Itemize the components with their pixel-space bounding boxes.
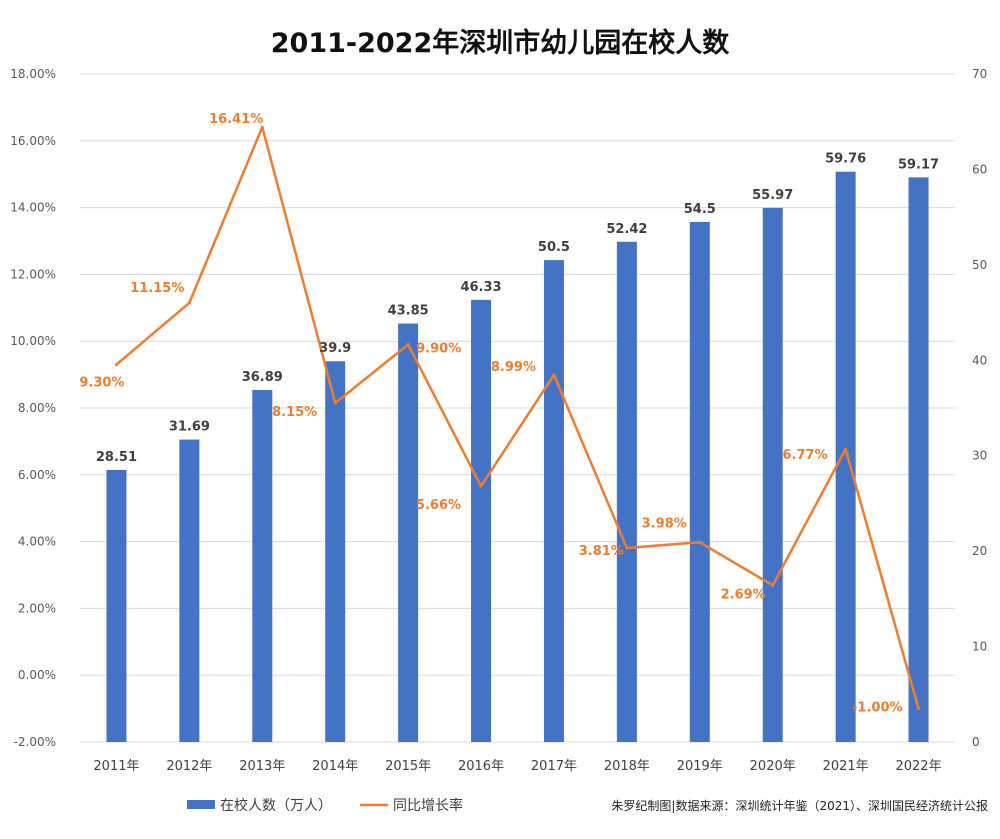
source-note: 朱罗纪制图|数据来源：深圳统计年鉴（2021）、深圳国民经济统计公报 bbox=[611, 798, 988, 813]
line-data-label: 5.66% bbox=[416, 498, 461, 513]
bar bbox=[543, 260, 564, 742]
bar-data-label: 43.85 bbox=[388, 304, 429, 319]
line-point bbox=[333, 401, 337, 405]
bar-data-label: 54.5 bbox=[684, 202, 716, 217]
x-axis: 2011年 2012年 2013年 2014年 2015年 2016年 2017年 2018年… bbox=[93, 759, 941, 774]
bar-data-label: 59.17 bbox=[898, 157, 939, 172]
x-axis-tick-label: 2013年 bbox=[239, 759, 285, 774]
right-axis-tick-label: 10 bbox=[972, 640, 987, 654]
right-axis-tick-label: 30 bbox=[972, 449, 987, 463]
line-data-label: 9.90% bbox=[416, 342, 461, 357]
x-axis-tick-label: 2015年 bbox=[385, 759, 431, 774]
left-axis-tick-label: -2.00% bbox=[14, 735, 56, 749]
line-data-label: 8.15% bbox=[272, 405, 317, 420]
left-axis-tick-label: 6.00% bbox=[18, 468, 56, 482]
right-axis-tick-label: 70 bbox=[972, 67, 987, 81]
bar bbox=[908, 177, 929, 743]
line-data-label: 9.30% bbox=[79, 376, 124, 391]
right-axis-tick-label: 40 bbox=[972, 353, 987, 367]
growth-rate-line bbox=[115, 125, 920, 709]
line-data-label: 6.77% bbox=[783, 448, 828, 463]
bar-data-label: 52.42 bbox=[606, 222, 647, 237]
bar bbox=[471, 299, 492, 742]
bar-series bbox=[106, 171, 929, 743]
x-axis-tick-label: 2021年 bbox=[823, 759, 869, 774]
x-axis-tick-label: 2018年 bbox=[604, 759, 650, 774]
data-labels: 28.51 31.69 36.89 39.9 43.85 46.33 50.5 52.42 54… bbox=[79, 112, 939, 715]
left-axis-tick-label: 10.00% bbox=[10, 334, 56, 348]
legend-label-bar: 在校人数（万人） bbox=[220, 797, 332, 814]
line-point bbox=[917, 707, 921, 711]
bar bbox=[689, 221, 710, 742]
right-axis-tick-label: 60 bbox=[972, 162, 987, 176]
chart-title: 2011-2022年深圳市幼儿园在校人数 bbox=[271, 27, 730, 59]
line-data-label: 3.81% bbox=[579, 544, 624, 559]
line-point bbox=[771, 583, 775, 587]
bar bbox=[179, 439, 200, 742]
line-data-label: 8.99% bbox=[491, 360, 536, 375]
bar bbox=[106, 469, 127, 742]
x-axis-tick-label: 2012年 bbox=[166, 759, 212, 774]
bar-data-label: 31.69 bbox=[169, 420, 210, 435]
line-point bbox=[187, 301, 191, 305]
legend-swatch-bar bbox=[187, 800, 215, 809]
line-data-label: -1.00% bbox=[852, 701, 903, 716]
bar bbox=[252, 389, 273, 742]
line-point bbox=[479, 484, 483, 488]
left-axis-tick-label: 12.00% bbox=[10, 267, 56, 281]
line-data-label: 2.69% bbox=[721, 587, 766, 602]
bar-data-label: 36.89 bbox=[242, 370, 283, 385]
left-axis-tick-label: 0.00% bbox=[18, 668, 56, 682]
legend-label-line: 同比增长率 bbox=[393, 797, 463, 814]
line-data-label: 16.41% bbox=[209, 112, 263, 127]
line-point bbox=[844, 447, 848, 451]
left-axis-tick-label: 8.00% bbox=[18, 401, 56, 415]
line-point bbox=[698, 540, 702, 544]
x-axis-tick-label: 2014年 bbox=[312, 759, 358, 774]
line-point bbox=[552, 373, 556, 377]
line-data-label: 11.15% bbox=[130, 281, 184, 296]
bar-data-label: 39.9 bbox=[319, 341, 351, 356]
right-axis-tick-label: 50 bbox=[972, 258, 987, 272]
line-data-label: 3.98% bbox=[642, 516, 687, 531]
bar bbox=[398, 323, 419, 742]
bar bbox=[762, 207, 783, 742]
left-axis-tick-label: 2.00% bbox=[18, 601, 56, 615]
x-axis-tick-label: 2020年 bbox=[750, 759, 796, 774]
bar bbox=[835, 171, 856, 742]
bar-data-label: 55.97 bbox=[752, 188, 793, 203]
left-axis-tick-label: 14.00% bbox=[10, 201, 56, 215]
bar-data-label: 28.51 bbox=[96, 450, 137, 465]
left-axis-tick-label: 4.00% bbox=[18, 535, 56, 549]
line-point bbox=[114, 363, 118, 367]
bar bbox=[325, 361, 346, 742]
line-point bbox=[406, 343, 410, 347]
bar-data-label: 50.5 bbox=[538, 240, 570, 255]
left-axis-tick-label: 16.00% bbox=[10, 134, 56, 148]
left-axis-tick-label: 18.00% bbox=[10, 67, 56, 81]
legend: 在校人数（万人） 同比增长率 bbox=[187, 797, 463, 814]
x-axis-tick-label: 2019年 bbox=[677, 759, 723, 774]
gridlines bbox=[80, 73, 955, 743]
x-axis-tick-label: 2011年 bbox=[93, 759, 139, 774]
right-axis-tick-label: 0 bbox=[972, 735, 980, 749]
line-point bbox=[260, 125, 264, 129]
line-point bbox=[625, 546, 629, 550]
x-axis-tick-label: 2016年 bbox=[458, 759, 504, 774]
left-axis: -2.00% 0.00% 2.00% 4.00% 6.00% 8.00% 10.00% 12.… bbox=[10, 67, 56, 749]
right-axis: 0 10 20 30 40 50 60 70 bbox=[972, 67, 987, 749]
bar bbox=[616, 241, 637, 742]
x-axis-tick-label: 2022年 bbox=[895, 759, 941, 774]
bar-data-label: 59.76 bbox=[825, 152, 866, 167]
bar-data-label: 46.33 bbox=[460, 280, 501, 295]
line-series bbox=[114, 125, 921, 711]
x-axis-tick-label: 2017年 bbox=[531, 759, 577, 774]
right-axis-tick-label: 20 bbox=[972, 544, 987, 558]
